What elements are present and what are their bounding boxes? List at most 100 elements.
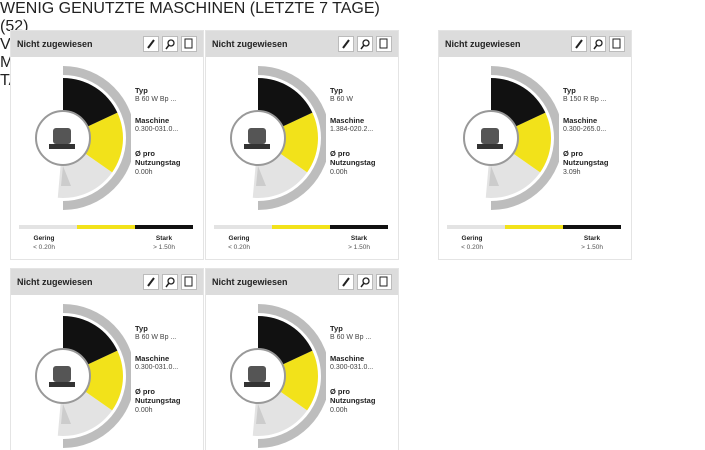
export-button[interactable]	[609, 36, 625, 52]
edit-button[interactable]	[338, 36, 354, 52]
icon-stroke	[185, 277, 192, 286]
search-button[interactable]	[590, 36, 606, 52]
legend-value: < 0.20h	[447, 243, 497, 252]
field-label: Typ	[330, 86, 343, 95]
field-value: 1.384-020.2...	[330, 126, 373, 133]
card-header-title: Nicht zugewiesen	[212, 39, 288, 49]
field-value: B 150 R Bp ...	[563, 96, 607, 103]
icon-stroke	[380, 39, 387, 48]
export-button[interactable]	[376, 36, 392, 52]
edit-button[interactable]	[571, 36, 587, 52]
icon-stroke	[613, 39, 620, 48]
machine-card: Nicht zugewiesen TypB 60 W Bp ... Maschine…	[205, 268, 399, 450]
field-label: Ø pro Nutzungstag	[135, 387, 180, 405]
machine-icon	[481, 128, 499, 144]
field-label: Maschine	[563, 116, 597, 125]
field-label: Maschine	[330, 354, 364, 363]
search-button[interactable]	[162, 36, 178, 52]
icon	[377, 37, 391, 51]
field-label: Maschine	[135, 116, 169, 125]
dashboard: WENIG GENUTZTE MASCHINEN (LETZTE 7 TAGE)…	[0, 0, 705, 450]
usage-scale	[135, 225, 193, 229]
field-label: Typ	[330, 324, 343, 333]
legend-value: < 0.20h	[214, 243, 264, 252]
field-value: 0.00h	[135, 169, 153, 176]
usage-scale	[214, 225, 272, 229]
icon	[339, 37, 353, 51]
search-button[interactable]	[357, 36, 373, 52]
machine-icon-base	[244, 382, 270, 387]
usage-scale	[77, 225, 135, 229]
export-button[interactable]	[181, 36, 197, 52]
icon-stroke	[594, 45, 597, 49]
icon-stroke	[343, 278, 349, 286]
card-header: Nicht zugewiesen	[206, 269, 398, 295]
card-header: Nicht zugewiesen	[439, 31, 631, 57]
field-value: 0.00h	[135, 407, 153, 414]
legend-label: Stark	[567, 234, 617, 243]
edit-button[interactable]	[143, 274, 159, 290]
icon-stroke	[380, 277, 387, 286]
legend-label: Gering	[19, 234, 69, 243]
legend-label: Gering	[214, 234, 264, 243]
field-value: 0.300-031.0...	[135, 364, 178, 371]
machine-icon-base	[244, 144, 270, 149]
icon	[610, 37, 624, 51]
field-value: 0.300-265.0...	[563, 126, 606, 133]
export-button[interactable]	[181, 274, 197, 290]
icon-stroke	[576, 40, 582, 48]
usage-gauge	[11, 296, 131, 450]
icon-stroke	[148, 40, 154, 48]
field-label: Typ	[563, 86, 576, 95]
usage-scale	[505, 225, 563, 229]
field-value: 0.00h	[330, 169, 348, 176]
icon	[144, 275, 158, 289]
machine-icon	[53, 128, 71, 144]
card-header: Nicht zugewiesen	[206, 31, 398, 57]
machine-icon	[248, 128, 266, 144]
icon	[591, 37, 605, 51]
legend-value: > 1.50h	[139, 243, 189, 252]
machine-icon-base	[477, 144, 503, 149]
legend-item: Stark> 1.50h	[139, 234, 189, 252]
legend-value: > 1.50h	[567, 243, 617, 252]
icon-stroke	[361, 45, 364, 49]
field-value: B 60 W	[330, 96, 353, 103]
icon	[163, 37, 177, 51]
field-value: 3.09h	[563, 169, 581, 176]
icon-stroke	[166, 45, 169, 49]
machine-icon	[53, 366, 71, 382]
field-label: Typ	[135, 86, 148, 95]
search-button[interactable]	[162, 274, 178, 290]
legend-label: Gering	[447, 234, 497, 243]
field-label: Maschine	[330, 116, 364, 125]
search-button[interactable]	[357, 274, 373, 290]
legend-item: Gering< 0.20h	[214, 234, 264, 252]
field-label: Ø pro Nutzungstag	[330, 387, 375, 405]
usage-gauge	[11, 58, 131, 214]
legend-item: Stark> 1.50h	[567, 234, 617, 252]
export-button[interactable]	[376, 274, 392, 290]
field-value: 0.00h	[330, 407, 348, 414]
icon	[144, 37, 158, 51]
field-label: Ø pro Nutzungstag	[563, 149, 608, 167]
icon	[182, 275, 196, 289]
field-value: B 60 W Bp ...	[135, 334, 176, 341]
card-header-title: Nicht zugewiesen	[17, 39, 93, 49]
icon	[358, 37, 372, 51]
legend-value: < 0.20h	[19, 243, 69, 252]
edit-button[interactable]	[338, 274, 354, 290]
field-value: B 60 W Bp ...	[330, 334, 371, 341]
icon-stroke	[361, 283, 364, 287]
card-header: Nicht zugewiesen	[11, 269, 203, 295]
field-value: B 60 W Bp ...	[135, 96, 176, 103]
icon	[182, 37, 196, 51]
legend-item: Stark> 1.50h	[334, 234, 384, 252]
edit-button[interactable]	[143, 36, 159, 52]
icon	[358, 275, 372, 289]
field-value: 0.300-031.0...	[330, 364, 373, 371]
legend-item: Gering< 0.20h	[447, 234, 497, 252]
icon-stroke	[166, 283, 169, 287]
